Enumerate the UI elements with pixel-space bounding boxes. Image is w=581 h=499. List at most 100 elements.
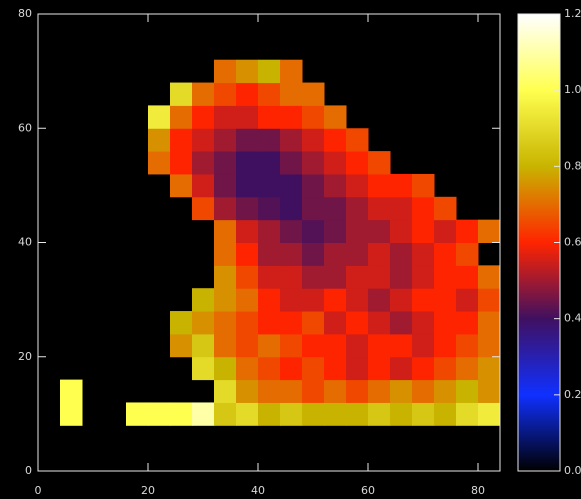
heat-cell — [280, 402, 303, 426]
heat-cell — [368, 265, 391, 289]
heat-cell — [280, 219, 303, 243]
heat-cell — [236, 402, 259, 426]
heat-cell — [170, 311, 193, 335]
heat-cell — [324, 311, 347, 335]
heat-cell — [324, 196, 347, 221]
heat-cell — [346, 173, 369, 198]
heat-cell — [302, 242, 325, 266]
heat-cell — [434, 219, 457, 243]
heat-cell — [236, 128, 259, 152]
heat-cell — [478, 402, 501, 426]
colorbar-tick-label: 1.0 — [564, 83, 581, 96]
heat-cell — [434, 196, 457, 221]
heat-cell — [148, 128, 171, 152]
heat-cell — [456, 265, 479, 289]
heat-cell — [368, 219, 391, 243]
heat-cell — [214, 356, 237, 381]
heat-cell — [236, 333, 259, 358]
colorbar — [518, 14, 560, 471]
y-tick-label: 40 — [18, 236, 32, 249]
x-tick-label: 20 — [141, 484, 155, 497]
heat-cell — [368, 402, 391, 426]
heat-cell — [390, 311, 413, 335]
heat-cell — [258, 311, 281, 335]
heat-cell — [236, 356, 259, 381]
x-tick-label: 80 — [471, 484, 485, 497]
heat-cell — [214, 82, 237, 106]
heat-cell — [302, 311, 325, 335]
heat-cell — [302, 402, 325, 426]
heat-cell — [60, 402, 83, 426]
heat-cell — [192, 128, 215, 152]
heat-cell — [346, 288, 369, 312]
heat-cell — [170, 151, 193, 175]
heat-cell — [346, 333, 369, 358]
heatmap — [60, 59, 501, 426]
heat-cell — [302, 265, 325, 289]
heat-cell — [434, 288, 457, 312]
heat-cell — [214, 265, 237, 289]
x-tick-label: 40 — [251, 484, 265, 497]
heat-cell — [346, 265, 369, 289]
heat-cell — [236, 82, 259, 106]
heat-cell — [236, 311, 259, 335]
heat-cell — [236, 288, 259, 312]
colorbar-tick-label: 0.6 — [564, 236, 581, 249]
heat-cell — [258, 196, 281, 221]
heat-cell — [324, 242, 347, 266]
heat-cell — [258, 151, 281, 175]
heat-cell — [456, 242, 479, 266]
heat-cell — [456, 379, 479, 403]
heat-cell — [214, 288, 237, 312]
heat-cell — [478, 379, 501, 403]
heat-cell — [302, 356, 325, 381]
heat-cell — [214, 333, 237, 358]
heat-cell — [214, 242, 237, 266]
heat-cell — [214, 128, 237, 152]
heat-cell — [324, 151, 347, 175]
heat-cell — [346, 196, 369, 221]
heat-cell — [236, 59, 259, 84]
heat-cell — [456, 219, 479, 243]
heat-cell — [346, 402, 369, 426]
heat-cell — [412, 242, 435, 266]
heat-cell — [236, 173, 259, 198]
heat-cell — [412, 379, 435, 403]
heat-cell — [280, 356, 303, 381]
heat-cell — [478, 356, 501, 381]
heat-cell — [412, 196, 435, 221]
heat-cell — [170, 402, 193, 426]
heat-cell — [280, 288, 303, 312]
heat-cell — [324, 128, 347, 152]
heat-cell — [368, 288, 391, 312]
heat-cell — [324, 265, 347, 289]
heat-cell — [434, 242, 457, 266]
heat-cell — [412, 311, 435, 335]
y-tick-label: 60 — [18, 121, 32, 134]
heat-cell — [280, 311, 303, 335]
heat-cell — [324, 402, 347, 426]
heat-cell — [236, 196, 259, 221]
heat-cell — [280, 333, 303, 358]
heat-cell — [214, 402, 237, 426]
heat-cell — [258, 242, 281, 266]
heat-cell — [478, 265, 501, 289]
heat-cell — [192, 288, 215, 312]
heat-cell — [214, 105, 237, 129]
heat-cell — [368, 151, 391, 175]
heat-cell — [302, 288, 325, 312]
heat-cell — [170, 82, 193, 106]
heat-cell — [390, 356, 413, 381]
heat-cell — [192, 82, 215, 106]
heat-cell — [412, 402, 435, 426]
heat-cell — [390, 402, 413, 426]
heat-cell — [346, 128, 369, 152]
heat-cell — [390, 196, 413, 221]
heat-cell — [324, 105, 347, 129]
heat-cell — [434, 379, 457, 403]
heat-cell — [258, 59, 281, 84]
heat-cell — [280, 151, 303, 175]
x-tick-label: 0 — [35, 484, 42, 497]
